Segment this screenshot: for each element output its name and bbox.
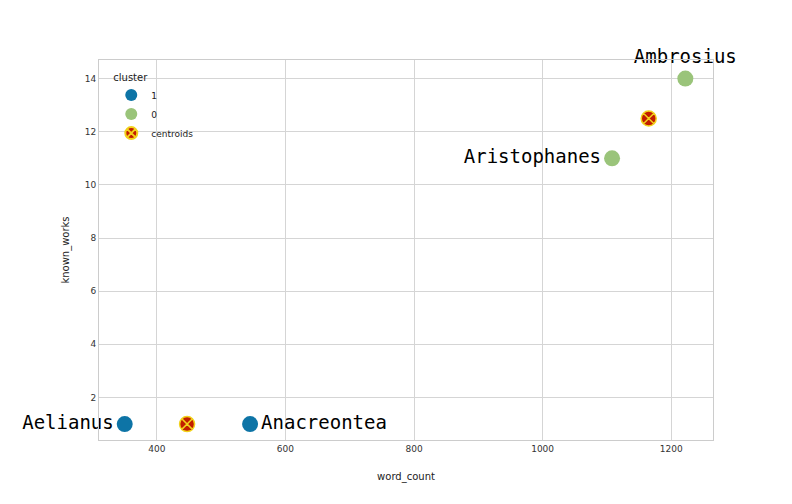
svg-text:centroids: centroids <box>151 129 193 139</box>
svg-text:400: 400 <box>148 444 165 454</box>
svg-text:Ambrosius: Ambrosius <box>634 45 737 67</box>
svg-text:600: 600 <box>277 444 294 454</box>
svg-text:14: 14 <box>85 74 97 84</box>
svg-text:Aelianus: Aelianus <box>22 411 114 433</box>
svg-text:2: 2 <box>90 393 96 403</box>
svg-text:800: 800 <box>405 444 422 454</box>
svg-text:Aristophanes: Aristophanes <box>464 145 601 167</box>
svg-text:1200: 1200 <box>660 444 683 454</box>
svg-text:known_works: known_works <box>60 216 72 283</box>
svg-text:cluster: cluster <box>113 72 148 83</box>
svg-text:0: 0 <box>151 110 157 120</box>
svg-text:12: 12 <box>85 127 96 137</box>
svg-text:4: 4 <box>90 339 96 349</box>
svg-text:word_count: word_count <box>377 471 435 483</box>
svg-text:6: 6 <box>90 286 96 296</box>
svg-text:1: 1 <box>151 91 157 101</box>
svg-text:8: 8 <box>90 233 96 243</box>
svg-text:1000: 1000 <box>531 444 554 454</box>
svg-text:Anacreontea: Anacreontea <box>261 411 387 433</box>
svg-text:10: 10 <box>85 180 97 190</box>
